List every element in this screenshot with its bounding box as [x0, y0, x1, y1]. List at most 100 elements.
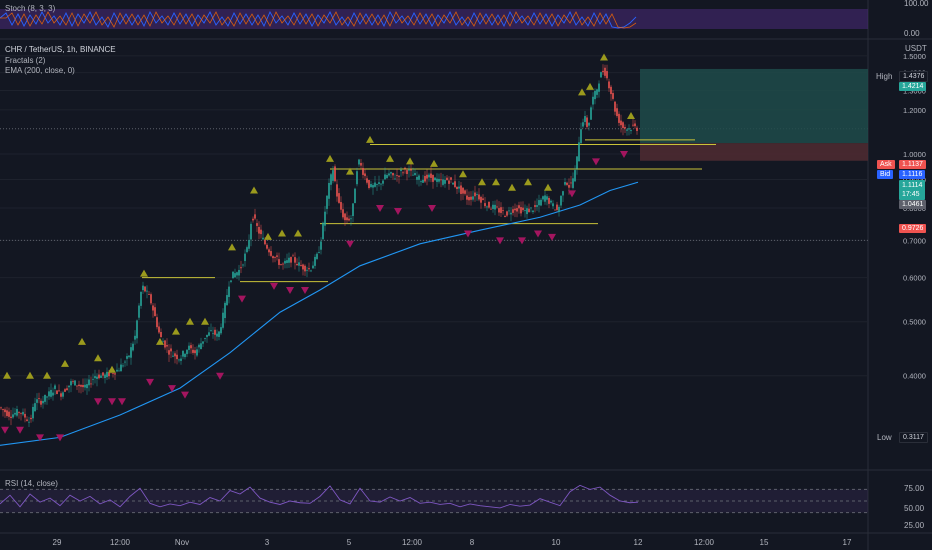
- candle-body: [250, 223, 252, 240]
- candle-body: [58, 390, 60, 392]
- candle-body: [32, 406, 34, 419]
- rsi-line: [0, 484, 639, 509]
- fractal-down-marker: [620, 151, 628, 159]
- y-tick-label: 1.3000: [903, 87, 926, 96]
- candle-body: [596, 89, 598, 95]
- candle-body: [228, 286, 230, 297]
- candle-body: [288, 257, 290, 263]
- candle-body: [318, 252, 320, 253]
- candle-body: [164, 340, 166, 348]
- symbol-title[interactable]: CHR / TetherUS, 1h, BINANCE: [5, 45, 116, 54]
- y-tick-label: 1.5000: [903, 52, 926, 61]
- ema-legend[interactable]: EMA (200, close, 0): [5, 66, 75, 75]
- candle-body: [454, 181, 456, 188]
- candle-body: [36, 399, 38, 403]
- fractal-down-marker: [518, 237, 526, 245]
- fractal-up-marker: [172, 327, 180, 335]
- candle-body: [256, 223, 258, 226]
- x-tick-label: 12:00: [694, 538, 715, 547]
- candle-body: [260, 229, 262, 235]
- candle-body: [438, 178, 440, 182]
- candle-body: [390, 172, 392, 174]
- candle-body: [290, 257, 292, 263]
- x-tick-label: 12:00: [110, 538, 131, 547]
- fractal-down-marker: [464, 230, 472, 238]
- fractal-up-marker: [26, 371, 34, 379]
- candle-body: [474, 192, 476, 197]
- candle-body: [586, 117, 588, 127]
- fractal-down-marker: [118, 398, 126, 406]
- candle-body: [548, 198, 550, 204]
- candle-body: [54, 385, 56, 389]
- y-tick-label: 1.2000: [903, 106, 926, 115]
- candle-body: [108, 372, 110, 377]
- candle-body: [172, 355, 174, 357]
- stoch-tick-0: 0.00: [904, 29, 920, 38]
- candle-body: [484, 203, 486, 207]
- candle-body: [598, 83, 600, 92]
- stoch-d-line: [0, 11, 637, 29]
- candle-body: [86, 384, 88, 389]
- candle-body: [346, 217, 348, 221]
- candle-body: [102, 372, 104, 376]
- candle-body: [386, 174, 388, 178]
- candle-body: [442, 179, 444, 185]
- candle-body: [572, 178, 574, 188]
- bar-countdown: 17:45: [902, 191, 920, 198]
- candle-body: [156, 317, 158, 328]
- last-price-value: 1.1114: [902, 182, 923, 189]
- candle-body: [254, 214, 256, 219]
- candle-body: [178, 359, 180, 361]
- fractal-down-marker: [108, 398, 116, 406]
- stoch-tick-100: 100.00: [904, 0, 929, 8]
- candle-body: [418, 175, 420, 180]
- fractal-up-marker: [186, 317, 194, 325]
- candle-body: [378, 182, 380, 184]
- candle-body: [494, 204, 496, 210]
- candle-body: [312, 265, 314, 269]
- candle-body: [6, 410, 8, 416]
- candle-body: [362, 168, 364, 175]
- candle-body: [530, 207, 532, 209]
- candle-body: [400, 169, 402, 171]
- candle-body: [74, 380, 76, 386]
- candle-body: [306, 269, 308, 271]
- candle-body: [266, 244, 268, 249]
- fractal-up-marker: [278, 229, 286, 237]
- candle-body: [66, 388, 68, 391]
- candle-body: [270, 251, 272, 256]
- fractal-down-marker: [376, 205, 384, 213]
- candle-body: [380, 183, 382, 185]
- candle-body: [278, 259, 280, 265]
- fractals-legend[interactable]: Fractals (2): [5, 56, 46, 65]
- candle-body: [450, 177, 452, 180]
- candle-body: [626, 129, 628, 131]
- candle-body: [154, 307, 156, 317]
- candle-body: [422, 179, 424, 183]
- fractal-up-marker: [406, 157, 414, 165]
- candle-body: [428, 174, 430, 178]
- rsi-tick-50: 50.00: [904, 504, 925, 513]
- candle-body: [220, 327, 222, 334]
- candle-body: [420, 181, 422, 183]
- candle-body: [490, 208, 492, 210]
- candle-body: [190, 345, 192, 349]
- fractal-down-marker: [238, 295, 246, 303]
- fractal-down-marker: [1, 426, 9, 434]
- candle-body: [558, 206, 560, 212]
- candle-body: [476, 194, 478, 196]
- fractal-up-marker: [201, 317, 209, 325]
- candle-body: [242, 264, 244, 266]
- candle-body: [440, 179, 442, 181]
- y-tick-label: 0.7000: [903, 236, 926, 245]
- take-profit-zone: [640, 68, 868, 144]
- candle-body: [546, 196, 548, 200]
- candle-body: [408, 169, 410, 171]
- candle-body: [336, 184, 338, 197]
- candle-body: [570, 182, 572, 184]
- candle-body: [210, 330, 212, 331]
- candle-body: [550, 200, 552, 203]
- candle-body: [460, 185, 462, 194]
- candle-body: [240, 267, 242, 269]
